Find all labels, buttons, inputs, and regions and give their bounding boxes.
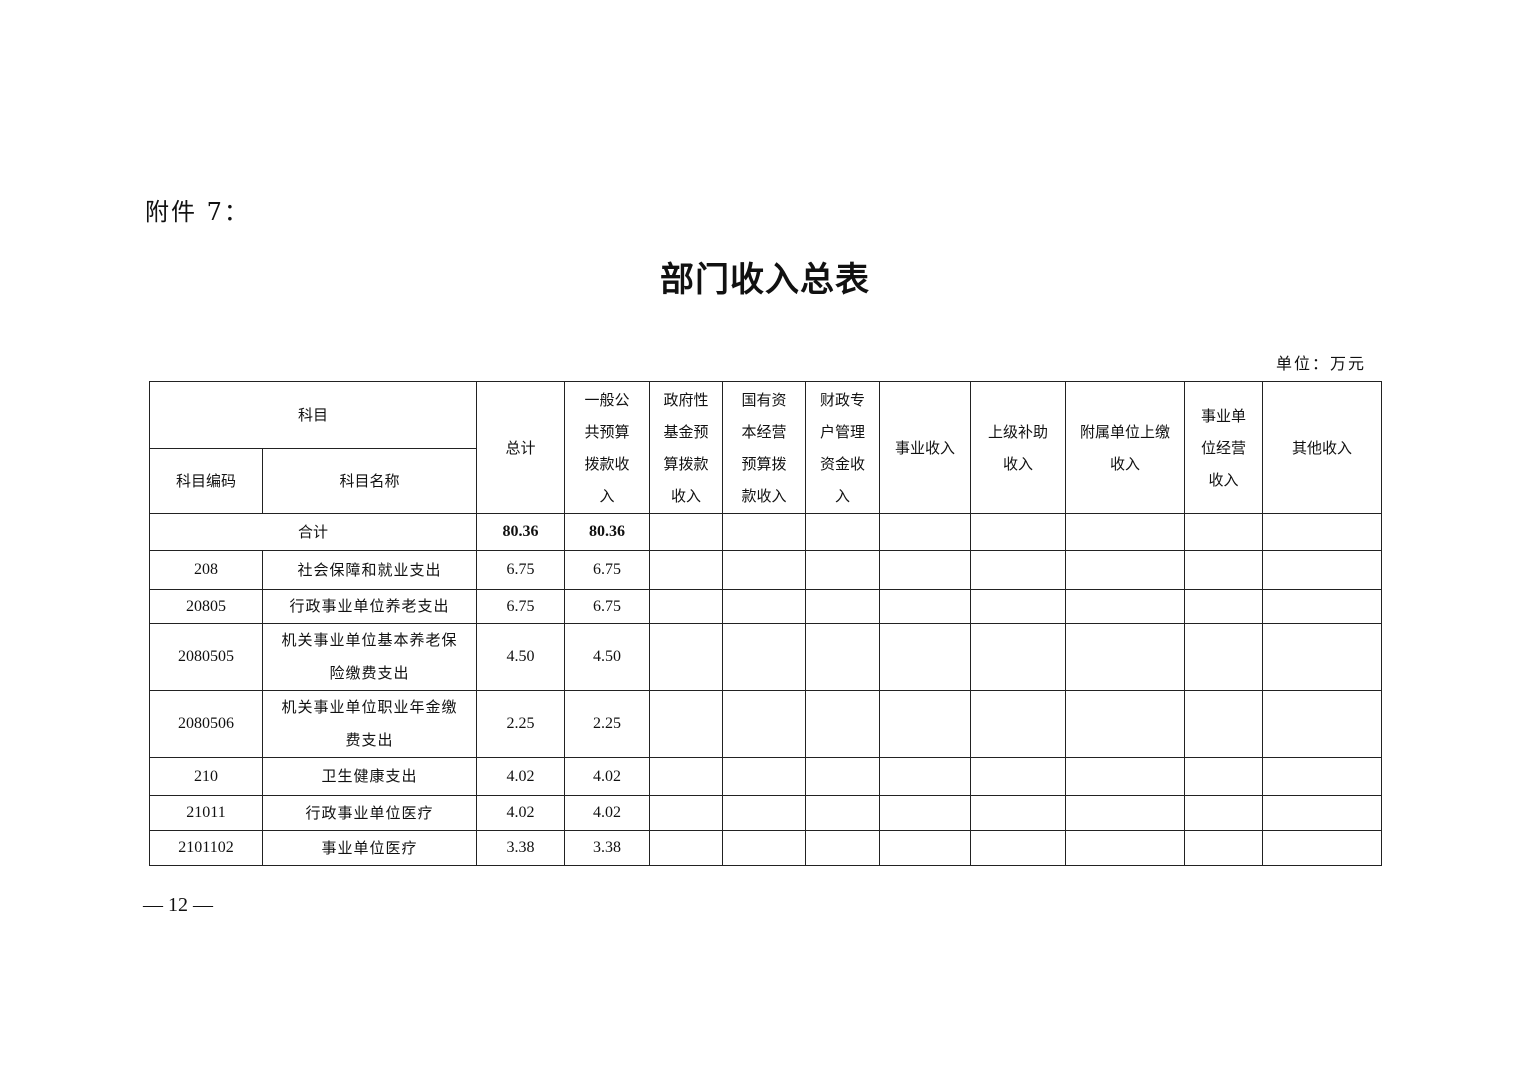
row-total: 3.38	[476, 830, 566, 866]
income-summary-table: 科目 总计 一般公共预算拨款收入 政府性基金预算拨款收入 国有资本经营预算拨款收…	[148, 381, 1383, 866]
header-subject: 科目	[148, 381, 478, 449]
unit-label: 单位：万元	[1275, 354, 1366, 373]
table-row: 21011 行政事业单位医疗 4.02 4.02	[149, 795, 1383, 831]
row-code: 208	[149, 550, 263, 590]
total-label: 合计	[148, 513, 478, 551]
row-total: 6.75	[476, 550, 566, 590]
row-general-budget: 4.02	[564, 757, 651, 796]
table-row: 2080505 机关事业单位基本养老保险缴费支出 4.50 4.50	[149, 623, 1383, 691]
row-name: 卫生健康支出	[261, 757, 478, 796]
header-gov-fund: 政府性基金预算拨款收入	[649, 381, 724, 514]
row-name: 机关事业单位职业年金缴费支出	[261, 690, 478, 758]
header-fiscal-account: 财政专户管理资金收入	[805, 381, 881, 514]
row-general-budget: 4.50	[564, 623, 651, 691]
row-general-budget: 6.75	[564, 550, 651, 590]
table-row: 2080506 机关事业单位职业年金缴费支出 2.25 2.25	[149, 690, 1383, 758]
table-row: 208 社会保障和就业支出 6.75 6.75	[149, 550, 1383, 590]
page-number: — 12 —	[143, 894, 213, 916]
attachment-label: 附件 7：	[145, 198, 250, 226]
row-total: 2.25	[476, 690, 566, 758]
total-row: 合计 80.36 80.36	[148, 513, 1383, 551]
row-name: 事业单位医疗	[261, 830, 478, 866]
row-name: 社会保障和就业支出	[261, 550, 478, 590]
header-code: 科目编码	[149, 448, 263, 514]
row-code: 2080505	[149, 623, 263, 691]
row-code: 2080506	[149, 690, 263, 758]
header-unit-operations: 事业单位经营收入	[1184, 381, 1264, 514]
row-total: 4.50	[476, 623, 566, 691]
row-code: 20805	[149, 589, 263, 624]
row-total: 6.75	[476, 589, 566, 624]
header-total: 总计	[476, 381, 566, 514]
page-title: 部门收入总表	[660, 260, 870, 300]
row-total: 4.02	[476, 795, 566, 831]
row-name: 行政事业单位养老支出	[261, 589, 478, 624]
header-name: 科目名称	[261, 448, 478, 514]
header-business-income: 事业收入	[879, 381, 972, 514]
row-name: 行政事业单位医疗	[261, 795, 478, 831]
row-name: 机关事业单位基本养老保险缴费支出	[261, 623, 478, 691]
header-state-capital: 国有资本经营预算拨款收入	[722, 381, 807, 514]
header-superior-subsidy: 上级补助收入	[970, 381, 1067, 514]
row-general-budget: 2.25	[564, 690, 651, 758]
table-row: 2101102 事业单位医疗 3.38 3.38	[149, 830, 1383, 866]
total-general-budget: 80.36	[564, 513, 651, 551]
row-general-budget: 3.38	[564, 830, 651, 866]
header-other-income: 其他收入	[1262, 381, 1383, 514]
table-row: 20805 行政事业单位养老支出 6.75 6.75	[149, 589, 1383, 624]
table-row: 210 卫生健康支出 4.02 4.02	[149, 757, 1383, 796]
row-general-budget: 6.75	[564, 589, 651, 624]
header-row: 科目 总计 一般公共预算拨款收入 政府性基金预算拨款收入 国有资本经营预算拨款收…	[148, 381, 1383, 514]
row-code: 2101102	[149, 830, 263, 866]
total-value: 80.36	[476, 513, 566, 551]
header-affiliated-units: 附属单位上缴收入	[1065, 381, 1186, 514]
row-total: 4.02	[476, 757, 566, 796]
row-general-budget: 4.02	[564, 795, 651, 831]
header-general-budget: 一般公共预算拨款收入	[564, 381, 651, 514]
row-code: 210	[149, 757, 263, 796]
row-code: 21011	[149, 795, 263, 831]
header-subrow: 科目编码 科目名称	[149, 448, 1382, 514]
